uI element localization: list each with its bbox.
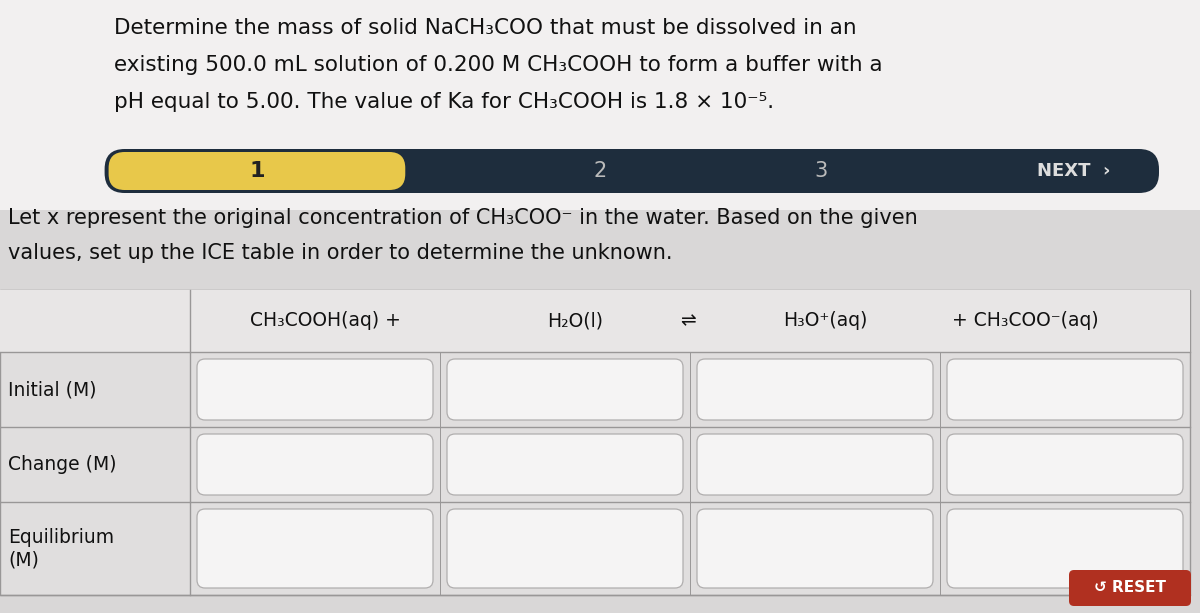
Text: Determine the mass of solid NaCH₃COO that must be dissolved in an: Determine the mass of solid NaCH₃COO tha…	[114, 18, 857, 38]
FancyBboxPatch shape	[446, 509, 683, 588]
FancyBboxPatch shape	[446, 434, 683, 495]
Text: NEXT  ›: NEXT ›	[1037, 162, 1110, 180]
FancyBboxPatch shape	[697, 434, 934, 495]
Text: Initial (M): Initial (M)	[8, 380, 96, 399]
Text: CH₃COOH(aq) +: CH₃COOH(aq) +	[250, 311, 401, 330]
Text: Let x represent the original concentration of CH₃COO⁻ in the water. Based on the: Let x represent the original concentrati…	[8, 208, 918, 228]
Bar	[0, 290, 1190, 595]
Text: 3: 3	[815, 161, 828, 181]
Text: ⇌: ⇌	[679, 311, 695, 330]
Bar	[0, 210, 1200, 613]
FancyBboxPatch shape	[108, 152, 406, 190]
Text: values, set up the ICE table in order to determine the unknown.: values, set up the ICE table in order to…	[8, 243, 672, 263]
Text: H₂O(l): H₂O(l)	[547, 311, 604, 330]
FancyBboxPatch shape	[104, 149, 1159, 193]
FancyBboxPatch shape	[197, 359, 433, 420]
Text: ↺ RESET: ↺ RESET	[1094, 581, 1166, 595]
FancyBboxPatch shape	[697, 359, 934, 420]
Text: H₃O⁺(aq): H₃O⁺(aq)	[782, 311, 868, 330]
FancyBboxPatch shape	[197, 509, 433, 588]
Bar	[0, 290, 1190, 352]
FancyBboxPatch shape	[947, 509, 1183, 588]
Text: existing 500.0 mL solution of 0.200 M CH₃COOH to form a buffer with a: existing 500.0 mL solution of 0.200 M CH…	[114, 55, 883, 75]
FancyBboxPatch shape	[947, 434, 1183, 495]
Text: Equilibrium
(M): Equilibrium (M)	[8, 528, 114, 569]
Text: 2: 2	[594, 161, 607, 181]
FancyBboxPatch shape	[1069, 570, 1190, 606]
FancyBboxPatch shape	[197, 434, 433, 495]
FancyBboxPatch shape	[947, 359, 1183, 420]
Text: pH equal to 5.00. The value of Ka for CH₃COOH is 1.8 × 10⁻⁵.: pH equal to 5.00. The value of Ka for CH…	[114, 92, 774, 112]
Text: Change (M): Change (M)	[8, 455, 116, 474]
Bar	[0, 0, 1200, 210]
Text: 1: 1	[250, 161, 265, 181]
FancyBboxPatch shape	[446, 359, 683, 420]
Text: + CH₃COO⁻(aq): + CH₃COO⁻(aq)	[952, 311, 1098, 330]
FancyBboxPatch shape	[697, 509, 934, 588]
